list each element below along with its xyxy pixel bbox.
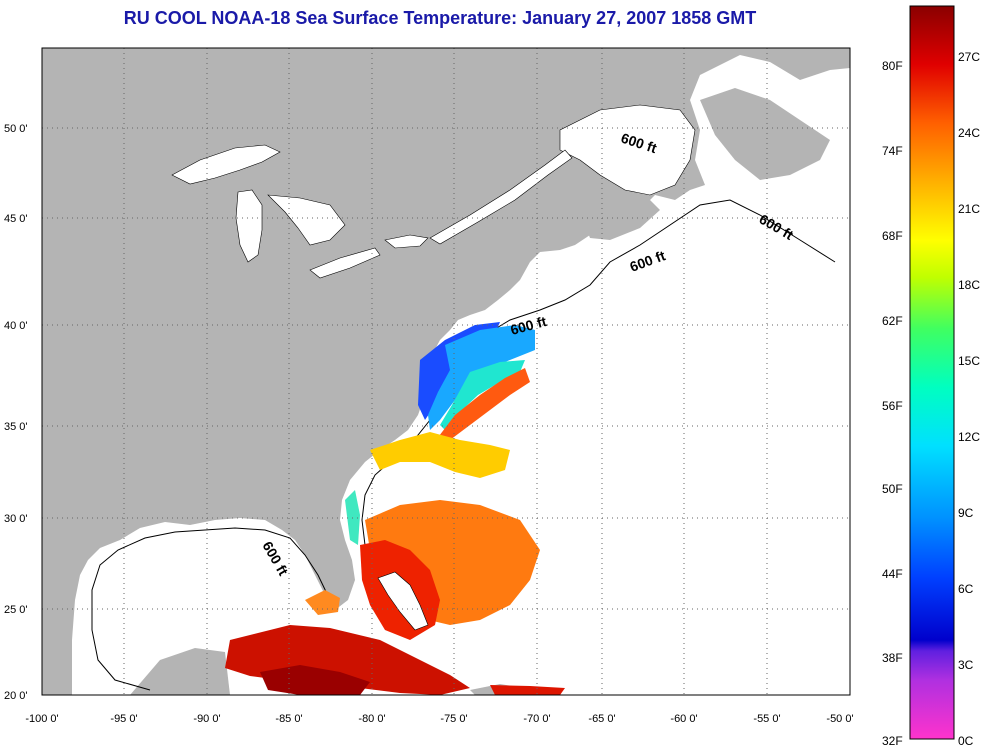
lon-label: -55 0' xyxy=(753,713,780,725)
lat-label: 30 0' xyxy=(4,513,28,525)
lon-label: -90 0' xyxy=(193,713,220,725)
colorbar-c-label: 18C xyxy=(958,278,980,292)
colorbar-f-label: 74F xyxy=(882,144,903,158)
map-frame xyxy=(41,47,851,696)
lake-michigan xyxy=(235,189,263,263)
colorbar xyxy=(909,5,955,740)
colorbar-c-label: 9C xyxy=(958,506,974,520)
newfoundland-land xyxy=(700,88,830,180)
colorbar-f-label: 56F xyxy=(882,399,903,413)
lon-label: -95 0' xyxy=(110,713,137,725)
lake-superior xyxy=(171,144,281,185)
lon-label: -100 0' xyxy=(25,713,58,725)
lake-ontario xyxy=(384,234,429,249)
colorbar-f-label: 38F xyxy=(882,651,903,665)
lat-label: 50 0' xyxy=(4,123,28,135)
lat-label: 20 0' xyxy=(4,690,28,702)
map-title: RU COOL NOAA-18 Sea Surface Temperature:… xyxy=(123,8,757,28)
sst-warm-yellow xyxy=(370,432,510,478)
lon-label: -75 0' xyxy=(440,713,467,725)
sst-caribbean-dark xyxy=(260,665,370,695)
colorbar-f-label: 44F xyxy=(882,567,903,581)
bahamas-islands xyxy=(377,571,429,631)
colorbar-c-label: 21C xyxy=(958,202,980,216)
colorbar-c-label: 0C xyxy=(958,734,974,748)
yucatan-land xyxy=(130,648,230,695)
sst-teal-band xyxy=(440,360,525,430)
colorbar-c-label: 3C xyxy=(958,658,974,672)
colorbar-fahrenheit-labels: 80F 74F 68F 62F 56F 50F 44F 38F 32F xyxy=(882,59,903,748)
sst-cool-band xyxy=(428,325,535,430)
colorbar-celsius-labels: 27C 24C 21C 18C 15C 12C 9C 6C 3C 0C xyxy=(958,50,980,748)
lat-label: 35 0' xyxy=(4,421,28,433)
colorbar-f-label: 50F xyxy=(882,482,903,496)
gulf-shelf-contour-600ft xyxy=(91,527,331,691)
sst-east-red xyxy=(490,685,565,695)
lake-huron xyxy=(267,194,346,246)
colorbar-c-label: 12C xyxy=(958,430,980,444)
colorbar-f-label: 80F xyxy=(882,59,903,73)
lon-label: -80 0' xyxy=(358,713,385,725)
colorbar-f-label: 62F xyxy=(882,314,903,328)
gulf-st-lawrence xyxy=(559,104,696,196)
lon-label: -85 0' xyxy=(275,713,302,725)
lat-axis: 50 0' 45 0' 40 0' 35 0' 30 0' 25 0' 20 0… xyxy=(4,123,28,702)
sst-florida-orange xyxy=(305,590,340,615)
sst-gulf-stream xyxy=(436,368,530,448)
lon-label: -60 0' xyxy=(670,713,697,725)
colorbar-c-label: 27C xyxy=(958,50,980,64)
lat-label: 25 0' xyxy=(4,604,28,616)
colorbar-c-label: 6C xyxy=(958,582,974,596)
lon-label: -70 0' xyxy=(523,713,550,725)
lat-label: 40 0' xyxy=(4,320,28,332)
colorbar-f-label: 32F xyxy=(882,734,903,748)
colorbar-c-label: 15C xyxy=(958,354,980,368)
lat-label: 45 0' xyxy=(4,213,28,225)
lon-label: -50 0' xyxy=(826,713,853,725)
lon-label: -65 0' xyxy=(588,713,615,725)
nova-scotia-land xyxy=(585,200,660,240)
lake-erie xyxy=(309,247,381,279)
colorbar-c-label: 24C xyxy=(958,126,980,140)
lon-axis: -100 0' -95 0' -90 0' -85 0' -80 0' -75 … xyxy=(25,713,853,725)
colorbar-f-label: 68F xyxy=(882,229,903,243)
